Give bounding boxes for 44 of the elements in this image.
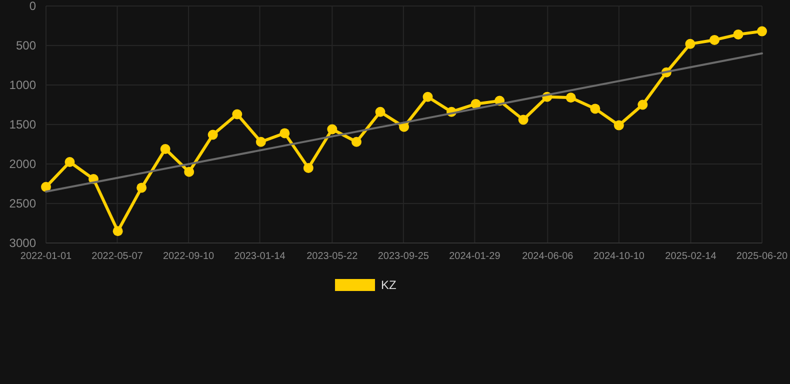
x-tick-label: 2025-02-14 <box>665 251 717 262</box>
point <box>375 106 386 117</box>
point <box>327 124 338 134</box>
point <box>757 26 767 36</box>
x-tick-label: 2024-10-10 <box>593 251 645 262</box>
x-tick-label: 2024-06-06 <box>522 251 574 262</box>
legend-label: KZ <box>381 278 396 292</box>
x-tick-label: 2023-01-14 <box>234 251 286 262</box>
point <box>470 98 481 109</box>
point <box>303 162 314 173</box>
point <box>638 100 648 110</box>
point <box>280 128 290 138</box>
point <box>208 130 218 140</box>
point <box>256 136 266 147</box>
x-tick-label: 2023-09-25 <box>378 251 430 262</box>
x-tick-label: 2022-05-07 <box>92 251 144 262</box>
point <box>112 226 123 236</box>
y-tick-label: 2000 <box>9 157 36 172</box>
y-tick-label: 500 <box>16 38 36 53</box>
point <box>685 38 696 49</box>
point <box>566 92 576 103</box>
point <box>160 144 170 154</box>
point <box>184 166 194 177</box>
point <box>422 92 433 102</box>
y-tick-label: 1000 <box>9 78 36 92</box>
y-tick-label: 3000 <box>9 236 36 250</box>
x-tick-label: 2025-06-20 <box>736 251 788 262</box>
x-tick-label: 2023-05-22 <box>306 251 358 262</box>
point <box>232 109 242 120</box>
point <box>733 29 744 40</box>
y-tick-label: 0 <box>29 0 36 14</box>
point <box>351 136 362 147</box>
point <box>709 34 720 45</box>
x-tick-label: 2022-09-10 <box>162 251 215 262</box>
point <box>136 182 147 193</box>
y-tick-label: 1500 <box>9 118 36 132</box>
point <box>64 157 75 168</box>
point <box>614 120 624 130</box>
point <box>41 182 51 192</box>
point <box>590 104 600 114</box>
x-tick-label: 2022-01-01 <box>20 251 72 262</box>
y-tick-label: 2500 <box>9 196 36 211</box>
x-tick-label: 2024-01-29 <box>449 251 501 262</box>
point <box>518 114 528 125</box>
